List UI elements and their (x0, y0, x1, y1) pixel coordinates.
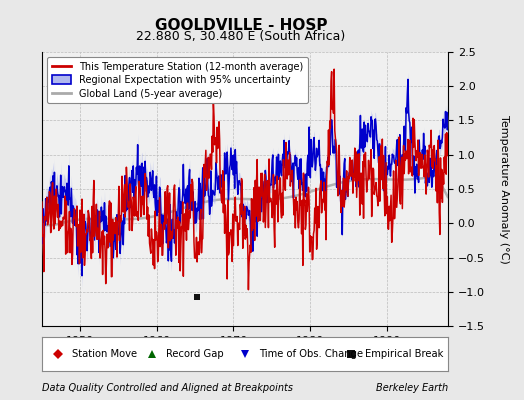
Text: GOOLDVILLE - HOSP: GOOLDVILLE - HOSP (155, 18, 328, 33)
Y-axis label: Temperature Anomaly (°C): Temperature Anomaly (°C) (499, 115, 509, 263)
Text: Data Quality Controlled and Aligned at Breakpoints: Data Quality Controlled and Aligned at B… (42, 383, 293, 393)
Text: Record Gap: Record Gap (166, 348, 223, 358)
Text: Time of Obs. Change: Time of Obs. Change (259, 348, 363, 358)
Legend: This Temperature Station (12-month average), Regional Expectation with 95% uncer: This Temperature Station (12-month avera… (47, 57, 308, 103)
Text: 22.880 S, 30.480 E (South Africa): 22.880 S, 30.480 E (South Africa) (136, 30, 346, 43)
Text: Empirical Break: Empirical Break (365, 348, 443, 358)
Text: Station Move: Station Move (72, 348, 137, 358)
Text: Berkeley Earth: Berkeley Earth (376, 383, 448, 393)
